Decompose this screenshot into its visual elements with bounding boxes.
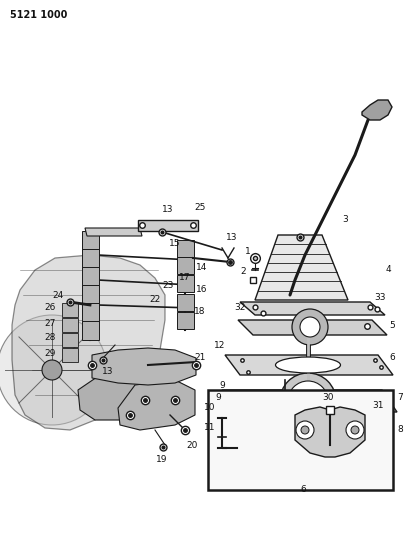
Text: 6: 6 [300, 486, 306, 495]
Text: 26: 26 [44, 303, 55, 312]
Text: 2: 2 [240, 268, 246, 277]
Text: 5121 1000: 5121 1000 [10, 10, 67, 20]
Circle shape [300, 417, 316, 433]
Circle shape [296, 421, 314, 439]
Text: 6: 6 [389, 353, 395, 362]
Text: 32: 32 [234, 303, 246, 312]
Polygon shape [222, 390, 397, 412]
Circle shape [351, 426, 359, 434]
Text: 11: 11 [204, 424, 216, 432]
Text: 14: 14 [196, 263, 208, 272]
Text: 10: 10 [204, 403, 216, 413]
FancyBboxPatch shape [177, 239, 193, 256]
Polygon shape [265, 415, 360, 435]
Circle shape [288, 381, 328, 421]
Text: 29: 29 [44, 349, 55, 358]
Text: 8: 8 [397, 425, 403, 434]
FancyBboxPatch shape [177, 256, 193, 273]
FancyBboxPatch shape [208, 390, 393, 490]
FancyBboxPatch shape [82, 320, 98, 340]
FancyBboxPatch shape [82, 230, 98, 249]
Text: 33: 33 [374, 294, 386, 303]
Circle shape [300, 317, 320, 337]
Text: 25: 25 [194, 204, 206, 213]
Text: 20: 20 [186, 440, 198, 449]
Circle shape [301, 426, 309, 434]
Polygon shape [85, 228, 142, 236]
Text: 15: 15 [169, 238, 181, 247]
Text: 5: 5 [389, 320, 395, 329]
FancyBboxPatch shape [62, 348, 78, 361]
FancyBboxPatch shape [138, 220, 198, 231]
Circle shape [0, 315, 107, 425]
FancyBboxPatch shape [82, 266, 98, 286]
Text: 16: 16 [196, 286, 208, 295]
FancyBboxPatch shape [62, 333, 78, 346]
Text: 4: 4 [385, 265, 391, 274]
Text: 28: 28 [44, 334, 55, 343]
Text: 21: 21 [194, 353, 206, 362]
Polygon shape [225, 355, 393, 375]
FancyBboxPatch shape [62, 318, 78, 332]
FancyBboxPatch shape [82, 303, 98, 321]
Text: 27: 27 [44, 319, 55, 327]
Text: 12: 12 [214, 341, 226, 350]
Text: 9: 9 [215, 393, 221, 402]
Circle shape [346, 421, 364, 439]
Polygon shape [92, 348, 196, 385]
Ellipse shape [275, 357, 341, 373]
FancyBboxPatch shape [62, 303, 78, 317]
Text: 7: 7 [397, 393, 403, 402]
Circle shape [42, 360, 62, 380]
Text: 19: 19 [156, 456, 168, 464]
Polygon shape [118, 380, 195, 430]
Text: 9: 9 [219, 381, 225, 390]
Circle shape [292, 309, 328, 345]
Text: 24: 24 [52, 290, 64, 300]
Text: 31: 31 [372, 400, 384, 409]
Text: 18: 18 [194, 308, 206, 317]
FancyBboxPatch shape [177, 311, 193, 328]
Polygon shape [238, 320, 387, 335]
FancyBboxPatch shape [177, 274, 193, 292]
Polygon shape [78, 375, 145, 420]
Text: 3: 3 [342, 215, 348, 224]
Text: 1: 1 [245, 247, 251, 256]
Text: 13: 13 [102, 367, 114, 376]
Polygon shape [240, 302, 385, 315]
Polygon shape [12, 255, 165, 430]
Text: 22: 22 [149, 295, 161, 304]
Polygon shape [295, 407, 365, 457]
Text: 23: 23 [162, 280, 174, 289]
Polygon shape [362, 100, 392, 120]
Text: 30: 30 [322, 393, 334, 402]
FancyBboxPatch shape [82, 285, 98, 303]
FancyBboxPatch shape [177, 294, 193, 311]
Text: 13: 13 [226, 233, 238, 243]
Text: 13: 13 [162, 206, 174, 214]
Circle shape [292, 409, 324, 441]
Circle shape [280, 373, 336, 429]
Polygon shape [255, 235, 348, 300]
FancyBboxPatch shape [82, 248, 98, 268]
Text: 17: 17 [179, 273, 191, 282]
